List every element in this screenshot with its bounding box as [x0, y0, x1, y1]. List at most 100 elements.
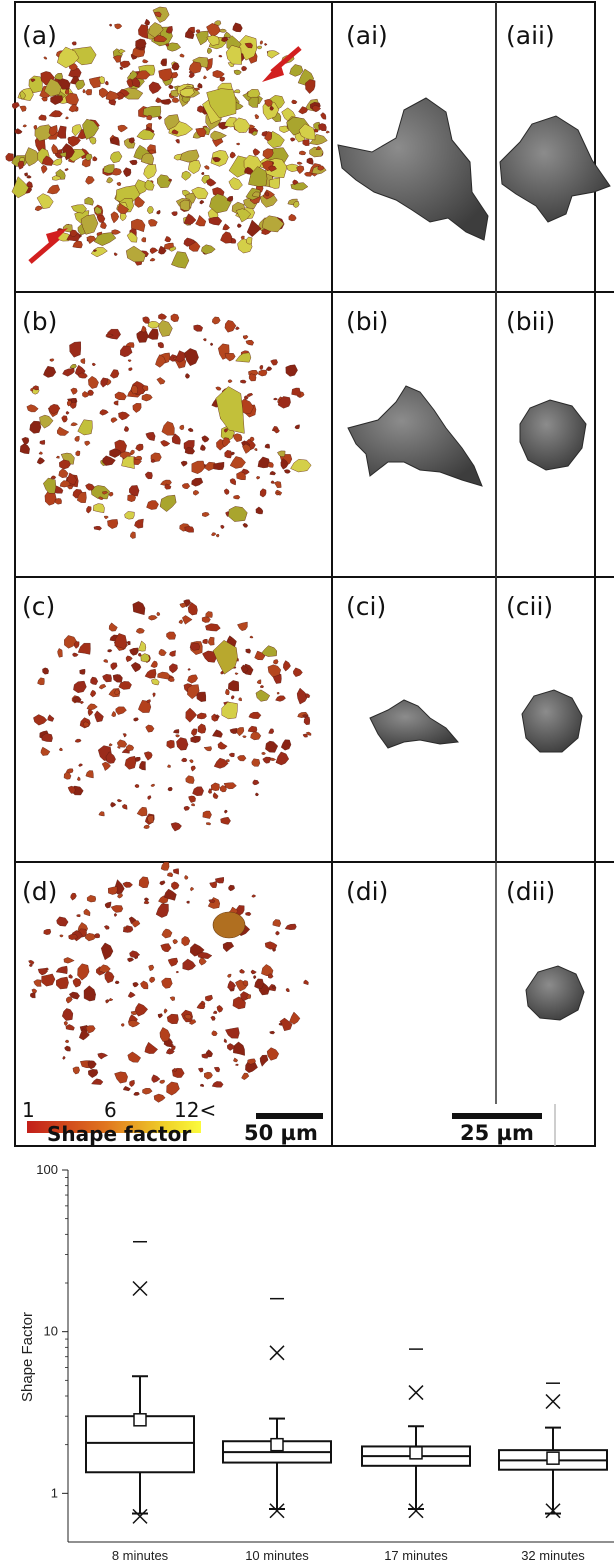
particle — [66, 768, 74, 774]
particle — [181, 936, 191, 947]
particle — [143, 751, 153, 761]
particle — [123, 426, 130, 432]
particle — [164, 114, 180, 131]
particle — [200, 1083, 205, 1088]
particle — [187, 427, 194, 432]
particle — [22, 124, 27, 128]
x-tick-label: 8 minutes — [112, 1548, 169, 1563]
particle — [255, 792, 259, 797]
particle — [223, 782, 237, 790]
particle — [180, 460, 188, 467]
particle — [241, 1072, 250, 1081]
particle — [311, 105, 321, 113]
panel-label-b: (b) — [22, 307, 57, 336]
particle — [140, 653, 150, 663]
box-group — [361, 1348, 471, 1519]
particle — [108, 997, 114, 1002]
particle — [171, 211, 178, 217]
particle — [142, 316, 150, 324]
particle — [248, 97, 259, 108]
particle — [315, 145, 322, 151]
particle — [67, 785, 76, 794]
scalebar-left: 50 µm — [244, 1113, 323, 1145]
particle — [147, 149, 156, 155]
particle — [88, 76, 101, 89]
particle — [134, 196, 145, 208]
particle — [262, 148, 274, 160]
particle — [220, 231, 233, 244]
particle — [251, 894, 257, 898]
particle — [260, 645, 278, 657]
particle — [227, 379, 233, 383]
particle — [59, 151, 67, 158]
particle — [85, 175, 95, 185]
particle — [221, 36, 229, 43]
particle — [114, 1071, 128, 1084]
particle — [65, 996, 73, 1004]
particle — [126, 641, 131, 646]
particle — [32, 385, 39, 391]
particle — [305, 693, 311, 698]
particle — [129, 1079, 135, 1087]
particle — [270, 480, 275, 484]
particle — [210, 342, 214, 346]
particle — [104, 901, 112, 909]
particle — [265, 366, 273, 371]
particle — [235, 352, 252, 363]
particle — [247, 725, 258, 733]
particle — [63, 957, 75, 964]
particle — [273, 659, 279, 665]
particle — [210, 782, 220, 791]
particle — [145, 432, 156, 441]
particle — [141, 393, 153, 402]
particle — [61, 415, 68, 423]
particle — [51, 157, 63, 166]
particle — [195, 214, 207, 227]
particle — [184, 348, 199, 367]
particle — [184, 1014, 192, 1020]
particle — [183, 237, 197, 247]
particle — [68, 974, 73, 979]
particle — [37, 968, 48, 976]
particle — [90, 689, 97, 698]
particle — [171, 881, 180, 891]
particle — [207, 788, 212, 794]
particle — [183, 213, 197, 225]
particle — [166, 42, 182, 52]
particle — [131, 385, 139, 395]
particle — [220, 524, 225, 530]
particle — [169, 996, 175, 1001]
particle — [171, 433, 181, 445]
particle — [267, 50, 280, 59]
particle — [207, 897, 221, 909]
particle — [233, 1041, 245, 1056]
particle — [93, 525, 102, 531]
particle — [56, 976, 69, 990]
particle — [166, 739, 175, 749]
x-tick-label: 32 minutes — [521, 1548, 585, 1563]
particle — [54, 498, 62, 505]
particle — [237, 755, 247, 762]
particle — [272, 919, 282, 928]
particle — [203, 746, 212, 752]
particle — [165, 26, 173, 34]
particle — [205, 994, 213, 1002]
particle — [48, 124, 58, 137]
panel-label-aii: (aii) — [506, 21, 555, 50]
particle — [226, 1043, 236, 1051]
particle — [303, 716, 311, 725]
particle — [116, 181, 122, 186]
particle — [94, 710, 104, 723]
particle — [211, 1030, 218, 1036]
particle — [43, 928, 52, 935]
particle — [211, 532, 217, 537]
particle — [118, 411, 130, 421]
particle — [49, 358, 55, 362]
particle — [171, 1045, 176, 1051]
particle-ai — [337, 97, 489, 241]
particle — [203, 338, 207, 342]
particle — [106, 176, 114, 184]
panel-label-a: (a) — [22, 21, 57, 50]
particle — [189, 642, 200, 651]
